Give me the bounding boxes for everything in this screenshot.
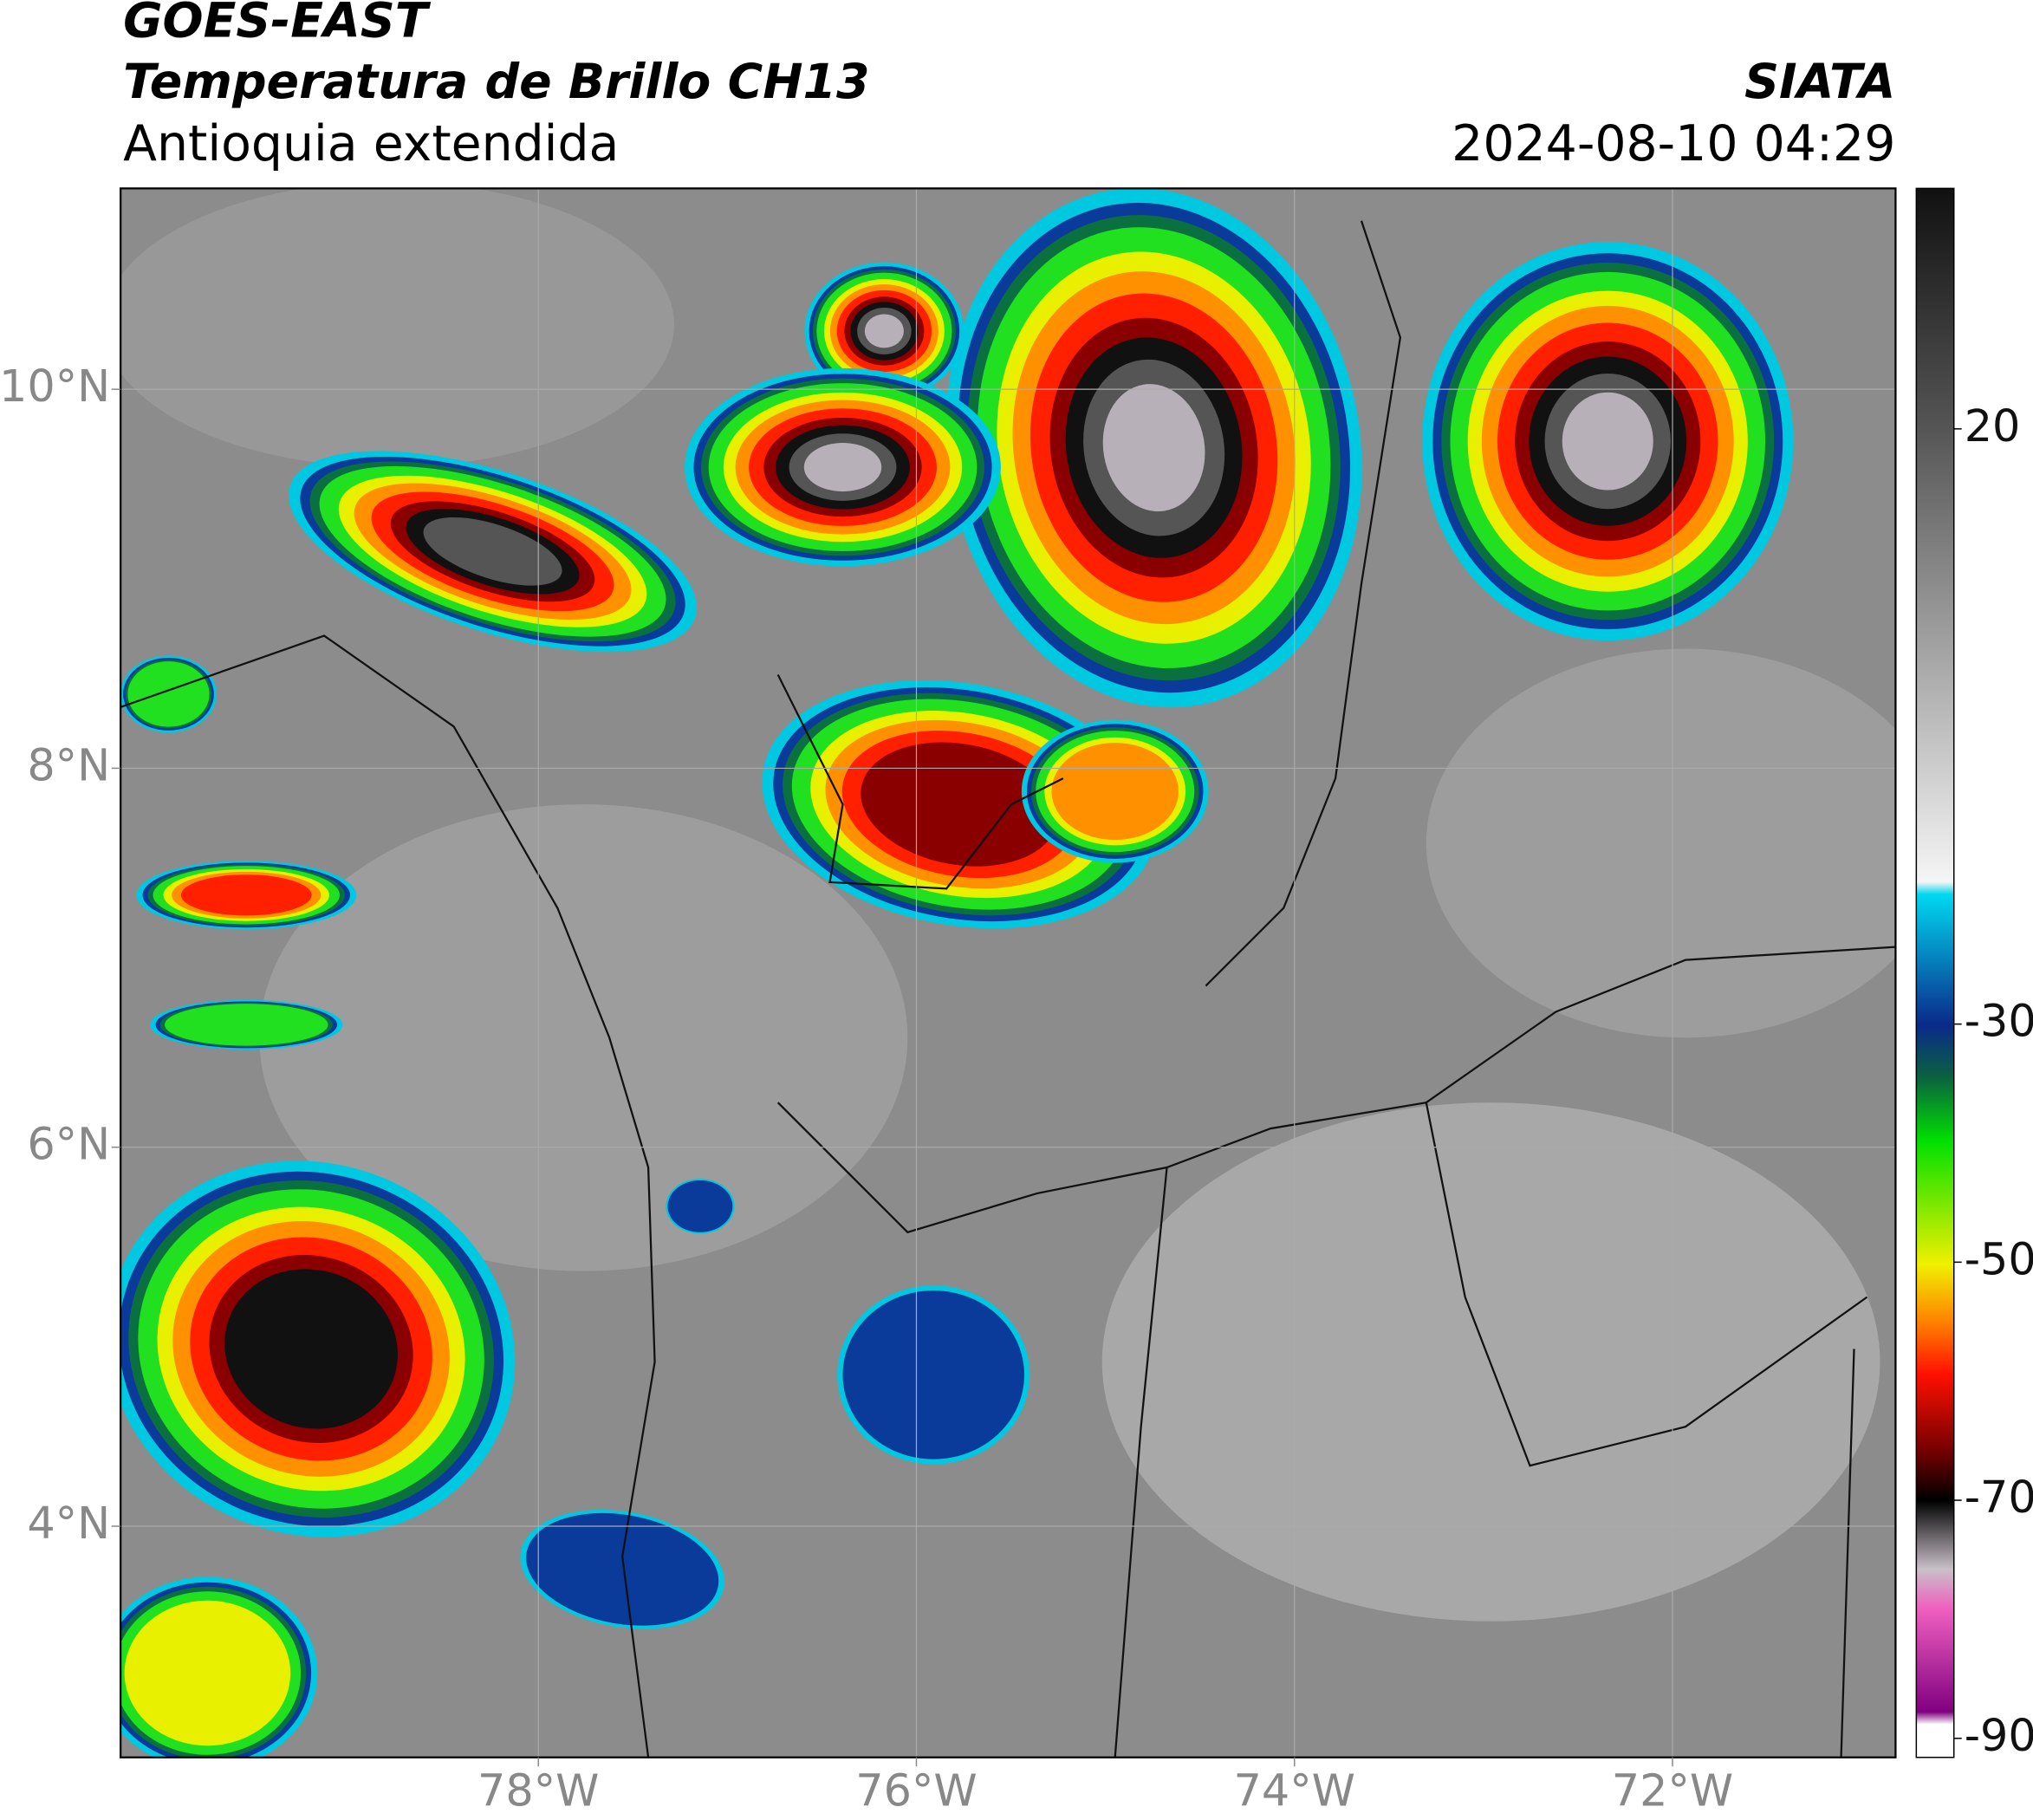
- grid: [120, 188, 1896, 1758]
- storm-ring: [864, 314, 904, 348]
- subtitle: Temperatura de Brillo CH13: [123, 55, 869, 110]
- colorbar-tick-label: 20: [1965, 400, 2021, 452]
- y-tick-label: 6°N: [27, 1119, 110, 1170]
- cloud-field: [259, 804, 908, 1271]
- y-tick-label: 8°N: [27, 739, 110, 790]
- storm-ring: [124, 1600, 291, 1746]
- x-tick-label: 72°W: [1612, 1765, 1733, 1817]
- y-tick-label: 10°N: [0, 361, 110, 412]
- storm-ring: [180, 874, 312, 916]
- storm-ring: [803, 443, 882, 492]
- region: Antioquia extendida: [123, 115, 619, 172]
- colorbar-tick-label: -70: [1965, 1472, 2033, 1523]
- storm-ring: [667, 1180, 733, 1232]
- storm-ring: [1562, 392, 1653, 491]
- storm-ring: [1102, 384, 1205, 512]
- map-frame: [120, 187, 1897, 1758]
- storm-ring: [127, 661, 210, 727]
- colorbar-tick-label: -30: [1965, 996, 2033, 1047]
- x-tick-label: 74°W: [1234, 1765, 1355, 1817]
- borders: [120, 220, 1896, 1758]
- storm-ring: [165, 1004, 328, 1046]
- title: GOES-EAST: [123, 0, 432, 49]
- source: SIATA: [1744, 55, 1895, 110]
- storms: [120, 188, 1794, 1758]
- storm-ring: [224, 1269, 398, 1429]
- map: [120, 188, 1896, 1758]
- cloud-field: [120, 188, 674, 468]
- storm-ring: [1051, 743, 1179, 841]
- storm-ring: [842, 1290, 1024, 1459]
- storm-ring: [526, 1512, 719, 1626]
- storm-ring: [423, 517, 562, 586]
- colorbar-tick-label: -50: [1965, 1233, 2033, 1284]
- x-tick-label: 78°W: [477, 1765, 599, 1817]
- y-tick-label: 4°N: [27, 1498, 110, 1549]
- storm-ring: [861, 742, 1059, 867]
- colorbar: [1915, 187, 1955, 1758]
- datetime: 2024-08-10 04:29: [1452, 115, 1895, 172]
- x-tick-label: 76°W: [855, 1765, 977, 1817]
- colorbar-tick-label: -90: [1965, 1710, 2033, 1761]
- cloud-field: [1426, 648, 1896, 1038]
